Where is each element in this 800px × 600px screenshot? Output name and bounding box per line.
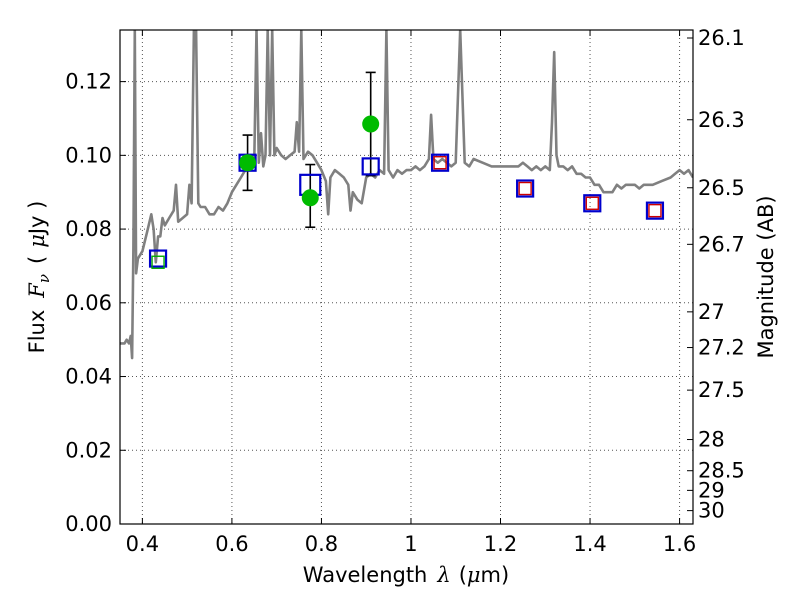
observed-point	[301, 189, 319, 207]
inner-photometry-square	[518, 181, 532, 196]
inner-photometry-square	[433, 156, 447, 170]
y2-tick-label: 28	[698, 428, 725, 452]
y-axis-label: Flux Fν ( μJy )	[25, 201, 53, 354]
x-tick-label: 0.8	[305, 532, 338, 556]
x-tick-label: 1.6	[663, 532, 696, 556]
x-axis-label-unit-mu: μ	[467, 563, 481, 587]
x-axis-label-unit-open: (	[459, 563, 467, 587]
y2-tick-label: 28.5	[698, 459, 745, 483]
observed-point	[362, 115, 380, 133]
y2-tick-label: 27.5	[698, 378, 745, 402]
x-tick-label: 0.6	[215, 532, 248, 556]
model-photometry-square	[430, 153, 450, 172]
x-axis-label-text: Wavelength	[303, 563, 428, 587]
plot-area	[120, 30, 693, 360]
y2-tick-label: 30	[698, 499, 725, 523]
model-photometry-square	[148, 249, 168, 268]
y-axis-label-unit-rest: Jy )	[25, 201, 49, 237]
inner-photometry-square	[648, 203, 662, 218]
x-tick-label: 0.4	[126, 532, 159, 556]
spectrum-line	[120, 30, 693, 360]
y-axis-label-unit-open: (	[25, 256, 49, 264]
y-axis-label-symbol: F	[25, 282, 49, 299]
y-axis-label-unit-mu: μ	[25, 234, 49, 248]
y-axis-label-symbol-sub: ν	[35, 274, 53, 283]
y-tick-label: 0.06	[65, 291, 112, 315]
x-axis-label-symbol: λ	[436, 563, 450, 587]
y2-tick-label: 29	[698, 478, 725, 502]
ticks: 0.4 0.6 0.8 1 1.2 1.4 1.6 0.00 0.02 0.04 0.06 0.08 0…	[65, 26, 745, 556]
inner-photometry-square	[585, 196, 599, 210]
x-axis-label-unit-rest: m)	[481, 563, 510, 587]
y-tick-label: 0.00	[65, 512, 112, 536]
markers	[148, 71, 665, 269]
y2-tick-label: 27.2	[698, 336, 745, 360]
y-axis-label-text: Flux	[25, 310, 49, 354]
y2-tick-label: 27	[698, 300, 725, 324]
y2-tick-label: 26.5	[698, 176, 745, 200]
model-photometry-square	[361, 157, 380, 176]
x-tick-label: 1	[404, 532, 417, 556]
x-tick-label: 1.4	[573, 532, 606, 556]
y-tick-label: 0.10	[65, 143, 112, 167]
x-axis-label: Wavelength λ (μm)	[303, 563, 509, 587]
y-tick-label: 0.02	[65, 438, 112, 462]
model-photometry-square	[583, 194, 602, 213]
model-photometry-square	[516, 179, 535, 198]
y2-tick-label: 26.3	[698, 108, 745, 132]
y2-axis-label: Magnitude (AB)	[754, 195, 778, 358]
y-tick-label: 0.04	[65, 365, 112, 389]
y2-tick-label: 26.1	[698, 26, 745, 50]
y-tick-label: 0.08	[65, 217, 112, 241]
x-tick-label: 1.2	[484, 532, 517, 556]
observed-point	[239, 154, 257, 172]
y-tick-label: 0.12	[65, 70, 112, 94]
axes-frame	[119, 29, 694, 525]
inner-photometry-square	[151, 255, 165, 269]
y2-tick-label: 26.7	[698, 232, 745, 256]
model-photometry-square	[645, 201, 665, 220]
